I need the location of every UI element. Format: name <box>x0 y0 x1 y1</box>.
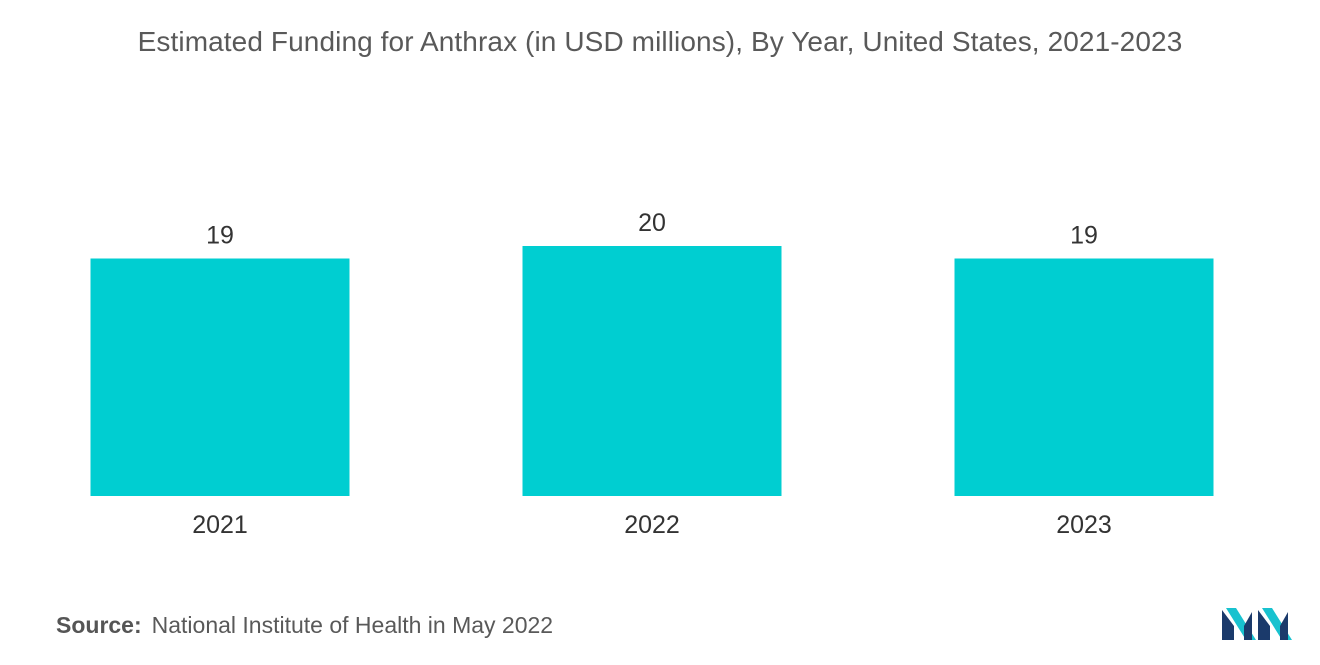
data-label-2022: 20 <box>638 209 666 237</box>
data-label-2023: 19 <box>1070 222 1098 250</box>
data-label-2021: 19 <box>206 222 234 250</box>
x-tick-label-2021: 2021 <box>192 511 248 539</box>
x-tick-label-2022: 2022 <box>624 511 680 539</box>
source-note: Source: National Institute of Health in M… <box>56 612 553 639</box>
mordor-intelligence-logo-icon <box>1222 608 1292 640</box>
chart-title: Estimated Funding for Anthrax (in USD mi… <box>137 26 1183 57</box>
source-label: Source: <box>56 612 142 638</box>
bar-2023 <box>954 258 1214 496</box>
bar-chart: 19 2021 20 2022 19 2023 <box>90 209 1214 539</box>
x-tick-label-2023: 2023 <box>1056 511 1112 539</box>
bar-2022 <box>522 246 782 496</box>
bar-2021 <box>90 258 350 496</box>
source-text: National Institute of Health in May 2022 <box>151 612 554 638</box>
